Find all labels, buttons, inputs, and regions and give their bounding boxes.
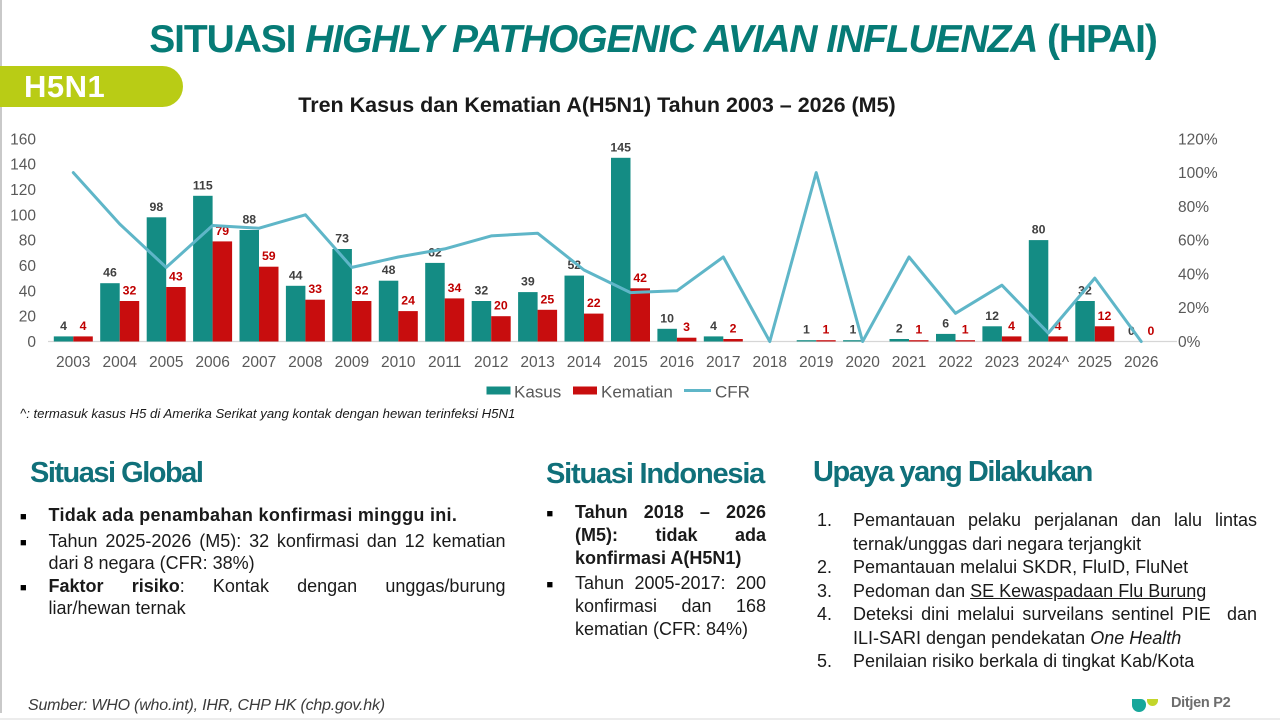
svg-text:2025: 2025 (1078, 354, 1112, 371)
svg-text:2: 2 (730, 322, 737, 336)
svg-text:32: 32 (355, 284, 369, 298)
svg-text:34: 34 (448, 281, 462, 295)
svg-text:2010: 2010 (381, 354, 416, 371)
svg-text:4: 4 (710, 319, 717, 333)
svg-text:88: 88 (242, 213, 256, 227)
svg-text:2009: 2009 (335, 354, 369, 371)
svg-text:98: 98 (150, 200, 164, 214)
svg-text:0: 0 (27, 334, 36, 351)
svg-text:4: 4 (1008, 319, 1015, 333)
svg-text:60: 60 (19, 258, 37, 275)
svg-text:2003: 2003 (56, 354, 90, 371)
svg-text:2006: 2006 (195, 354, 229, 371)
svg-text:73: 73 (335, 232, 349, 246)
svg-text:1: 1 (915, 323, 922, 337)
svg-text:46: 46 (103, 266, 117, 280)
svg-text:2024^: 2024^ (1027, 354, 1069, 371)
svg-text:60%: 60% (1178, 233, 1209, 250)
svg-text:Kasus: Kasus (514, 383, 561, 402)
svg-text:80%: 80% (1178, 199, 1209, 216)
svg-text:Kematian: Kematian (601, 383, 673, 402)
svg-text:2016: 2016 (660, 354, 694, 371)
svg-text:12: 12 (1098, 309, 1112, 323)
svg-text:2004: 2004 (102, 354, 137, 371)
svg-text:10: 10 (660, 311, 674, 325)
svg-text:2008: 2008 (288, 354, 322, 371)
svg-text:2026: 2026 (1124, 354, 1158, 371)
svg-text:2005: 2005 (149, 354, 183, 371)
svg-text:2: 2 (896, 322, 903, 336)
svg-text:42: 42 (633, 271, 647, 285)
svg-text:120%: 120% (1178, 131, 1218, 148)
svg-text:2021: 2021 (892, 354, 926, 371)
svg-text:2015: 2015 (613, 354, 647, 371)
svg-text:2007: 2007 (242, 354, 276, 371)
svg-text:4: 4 (1055, 319, 1062, 333)
svg-text:1: 1 (822, 323, 829, 337)
svg-text:59: 59 (262, 249, 276, 263)
svg-text:43: 43 (169, 270, 183, 284)
svg-text:32: 32 (123, 284, 137, 298)
svg-text:0%: 0% (1178, 334, 1201, 351)
svg-text:2012: 2012 (474, 354, 508, 371)
svg-text:39: 39 (521, 275, 535, 289)
svg-text:1: 1 (962, 323, 969, 337)
svg-text:80: 80 (1032, 223, 1046, 237)
svg-text:3: 3 (683, 320, 690, 334)
svg-text:20: 20 (19, 309, 37, 326)
svg-text:40%: 40% (1178, 266, 1209, 283)
svg-text:4: 4 (60, 319, 67, 333)
svg-text:115: 115 (193, 178, 213, 192)
svg-text:0: 0 (1147, 324, 1154, 338)
svg-text:33: 33 (308, 282, 322, 296)
svg-text:2022: 2022 (938, 354, 972, 371)
svg-text:22: 22 (587, 296, 601, 310)
svg-text:24: 24 (401, 294, 415, 308)
svg-text:4: 4 (80, 319, 87, 333)
svg-text:2013: 2013 (520, 354, 554, 371)
svg-text:48: 48 (382, 263, 396, 277)
svg-text:32: 32 (475, 284, 489, 298)
svg-text:2014: 2014 (567, 354, 602, 371)
svg-text:2023: 2023 (985, 354, 1019, 371)
svg-text:100%: 100% (1178, 165, 1218, 182)
svg-text:44: 44 (289, 268, 303, 282)
svg-text:CFR: CFR (715, 383, 750, 402)
svg-text:20: 20 (494, 299, 508, 313)
svg-text:80: 80 (19, 233, 37, 250)
svg-text:6: 6 (942, 316, 949, 330)
svg-text:145: 145 (610, 140, 631, 154)
svg-text:140: 140 (10, 157, 36, 174)
svg-text:2019: 2019 (799, 354, 833, 371)
svg-text:2018: 2018 (753, 354, 787, 371)
svg-text:12: 12 (985, 309, 999, 323)
svg-text:20%: 20% (1178, 300, 1209, 317)
svg-text:2011: 2011 (428, 354, 461, 371)
svg-text:120: 120 (10, 182, 36, 199)
svg-text:25: 25 (541, 292, 555, 306)
svg-text:52: 52 (567, 258, 581, 272)
svg-text:100: 100 (10, 207, 36, 224)
svg-text:1: 1 (849, 323, 856, 337)
svg-text:160: 160 (10, 131, 36, 148)
svg-text:2020: 2020 (845, 354, 880, 371)
svg-text:1: 1 (803, 323, 810, 337)
svg-text:40: 40 (19, 283, 37, 300)
svg-text:2017: 2017 (706, 354, 740, 371)
svg-text:0: 0 (1128, 324, 1135, 338)
